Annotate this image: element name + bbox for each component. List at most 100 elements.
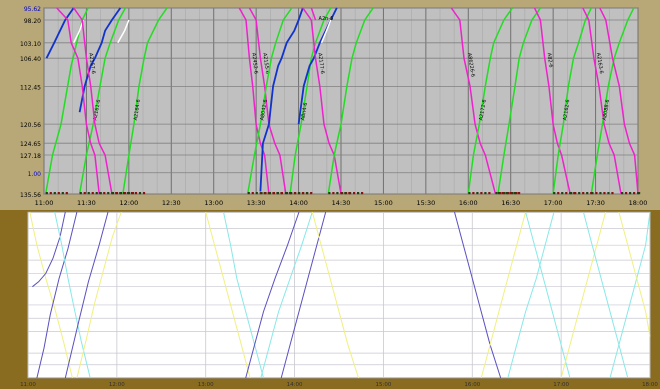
train-number-label: A82-6 (546, 53, 554, 68)
top-x-tick-label: 17:30 (586, 199, 605, 207)
train-path-purple (36, 211, 78, 379)
train-path-green (289, 7, 332, 194)
track-occupancy-marker (272, 192, 275, 195)
track-occupancy-marker (302, 192, 305, 195)
top-y-tick-label: 95.62 (24, 6, 41, 13)
track-occupancy-marker (247, 192, 250, 195)
bottom-x-tick-label: 12:00 (109, 382, 125, 388)
track-occupancy-marker (65, 192, 68, 195)
track-occupancy-marker (251, 192, 254, 195)
track-occupancy-marker (348, 192, 351, 195)
track-occupancy-marker (276, 192, 279, 195)
top-x-tick-label: 14:00 (289, 199, 308, 207)
track-occupancy-marker (310, 192, 313, 195)
top-x-tick-label: 11:30 (77, 199, 96, 207)
track-occupancy-marker (99, 192, 102, 195)
track-occupancy-marker (79, 192, 82, 195)
train-number-label: A2162-6 (562, 99, 571, 121)
train-path-yellow (76, 211, 122, 379)
train-path-blue (45, 7, 75, 59)
track-occupancy-marker (468, 192, 471, 195)
track-occupancy-marker (484, 192, 487, 195)
train-path-yellow (560, 211, 607, 379)
train-path-blue (78, 7, 122, 113)
train-path-magenta (248, 7, 287, 194)
track-occupancy-marker (565, 192, 568, 195)
train-path-magenta (533, 7, 571, 194)
track-occupancy-marker (582, 192, 585, 195)
train-path-cyan (507, 211, 555, 379)
track-occupancy-marker (87, 192, 90, 195)
train-path-yellow (618, 211, 651, 337)
train-path-magenta (238, 7, 270, 194)
track-occupancy-marker (131, 192, 135, 195)
train-path-green (590, 7, 635, 194)
track-occupancy-marker (361, 192, 364, 195)
train-path-purple (454, 211, 502, 379)
top-y-tick-label: 127.18 (20, 153, 41, 160)
train-path-green (122, 7, 168, 194)
train-path-purple (280, 211, 327, 379)
track-occupancy-marker (590, 192, 593, 195)
track-occupancy-marker (142, 192, 146, 195)
track-occupancy-marker (115, 192, 119, 195)
track-occupancy-marker (591, 192, 594, 195)
train-path-magenta (73, 7, 113, 194)
track-occupancy-marker (480, 192, 483, 195)
train-path-cyan (582, 211, 629, 379)
train-number-label: A2161-6 (92, 99, 102, 121)
top-x-tick-label: 12:30 (162, 199, 181, 207)
track-occupancy-marker (495, 192, 498, 195)
track-occupancy-marker (599, 192, 602, 195)
train-path-purple (64, 211, 109, 379)
track-occupancy-marker (607, 192, 610, 195)
track-occupancy-marker (91, 192, 94, 195)
train-path-green (497, 7, 542, 194)
train-diagram-top: 95.62 98.20 103.10 106.40 112.45 120.56 124.65… (20, 6, 647, 207)
bottom-x-tick-label: 16:00 (464, 382, 480, 388)
track-occupancy-marker (290, 192, 293, 195)
track-occupancy-marker (260, 192, 263, 195)
track-occupancy-marker (621, 192, 624, 195)
track-occupancy-marker (127, 192, 131, 195)
track-occupancy-marker (507, 192, 510, 195)
train-path-green (467, 7, 514, 194)
track-occupancy-marker (111, 192, 115, 195)
track-occupancy-marker (357, 192, 360, 195)
top-y-tick-label: 135.56 (20, 192, 41, 199)
train-diagram-bottom: 11:00 12:00 13:00 14:00 15:00 16:00 17:00 18:00 (20, 211, 658, 388)
train-number-label: A2177-6 (317, 53, 326, 75)
top-x-tick-label: 12:00 (119, 199, 138, 207)
train-path-blue (259, 7, 304, 192)
track-occupancy-marker (280, 192, 283, 195)
track-occupancy-marker (45, 192, 48, 195)
track-occupancy-marker (501, 192, 505, 195)
track-occupancy-marker (53, 192, 56, 195)
track-occupancy-marker (134, 192, 138, 195)
track-occupancy-marker (353, 192, 356, 195)
track-occupancy-marker (488, 192, 491, 195)
track-occupancy-marker (340, 192, 343, 195)
track-occupancy-marker (472, 192, 475, 195)
track-occupancy-marker (505, 192, 509, 195)
track-occupancy-marker (611, 192, 614, 195)
track-occupancy-marker (107, 192, 110, 195)
top-y-tick-label: 112.45 (20, 84, 41, 91)
train-path-green (552, 7, 592, 194)
train-number-label: A8n4-6 (300, 102, 309, 121)
track-occupancy-marker (123, 192, 127, 195)
train-path-magenta (302, 7, 342, 194)
bottom-x-tick-label: 14:00 (287, 382, 303, 388)
top-x-tick-label: 15:30 (416, 199, 435, 207)
top-y-tick-label: 98.20 (24, 18, 41, 25)
train-path-magenta (582, 7, 622, 194)
top-x-tick-label: 16:00 (459, 199, 478, 207)
track-occupancy-marker (103, 192, 106, 195)
track-occupancy-marker (138, 192, 142, 195)
train-path-purple (32, 211, 66, 288)
top-y-tick-label: 124.65 (20, 141, 41, 148)
bottom-x-tick-label: 13:00 (198, 382, 214, 388)
track-occupancy-marker (561, 192, 564, 195)
train-path-white (117, 19, 130, 44)
track-occupancy-marker (268, 192, 271, 195)
